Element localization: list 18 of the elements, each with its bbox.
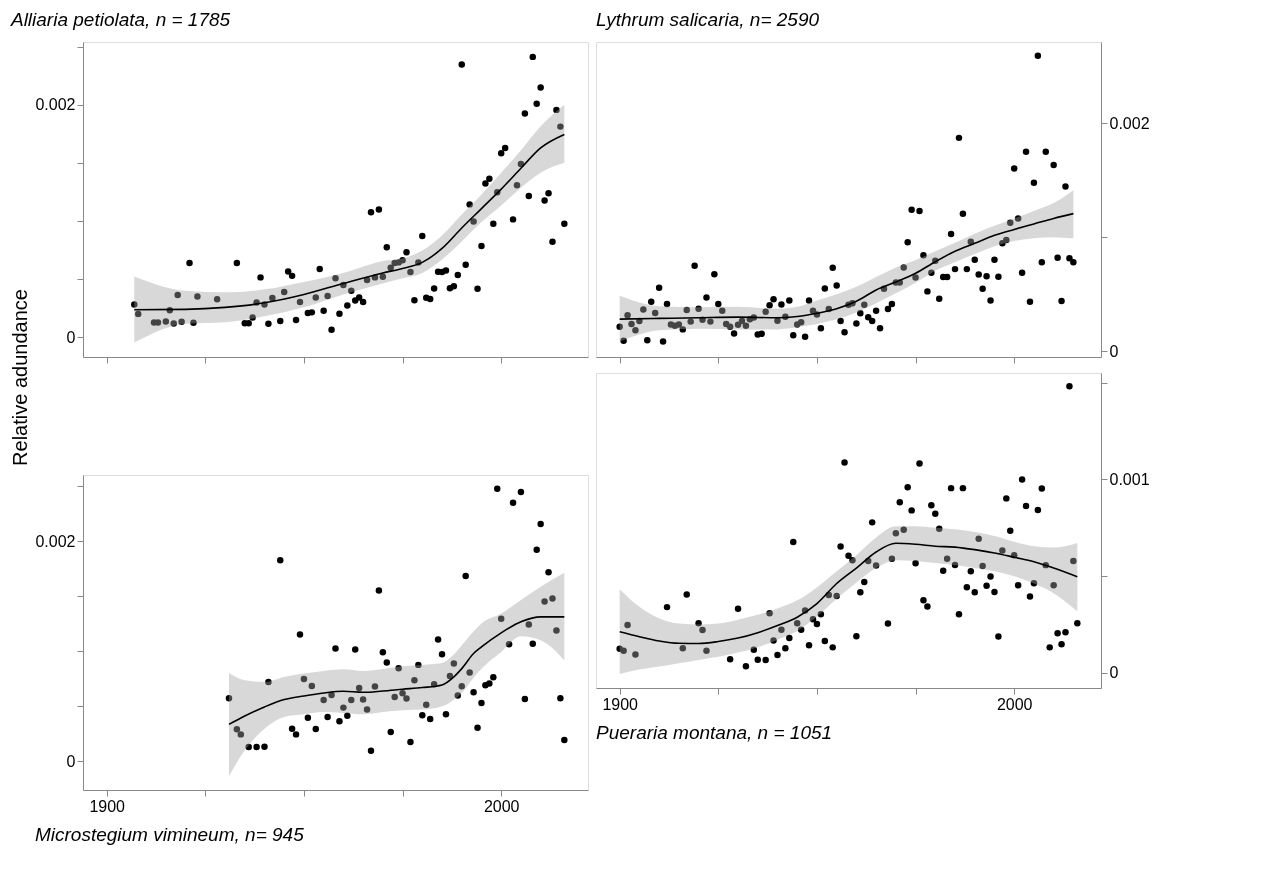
chart-title: Alliaria petiolata, n = 1785 <box>9 9 231 30</box>
y-tick-label: 0.002 <box>35 532 76 550</box>
x-tick-label: 1900 <box>89 797 126 815</box>
text: Microstegium vimineum, n= 945 <box>34 824 305 845</box>
line-series <box>228 616 566 726</box>
y-axis-title: Relative adundance <box>9 289 32 466</box>
y-tick-label: 0 <box>66 752 76 770</box>
chart-title: Lythrum salicaria, n= 2590 <box>596 9 820 30</box>
x-tick-label: 2000 <box>483 797 520 815</box>
y-tick-label: 0.002 <box>1109 114 1150 132</box>
y-tick-label: 0.001 <box>1109 470 1150 488</box>
y-tick-label: 0 <box>1109 342 1119 360</box>
y-tick-label: 0 <box>66 328 76 346</box>
y-tick-label: 0.002 <box>35 96 76 114</box>
x-tick-label: 2000 <box>996 695 1033 713</box>
y-tick-label: 0 <box>1109 664 1119 682</box>
text: Pueraria montana, n = 1051 <box>596 722 833 743</box>
x-tick-label: 1900 <box>602 695 639 713</box>
